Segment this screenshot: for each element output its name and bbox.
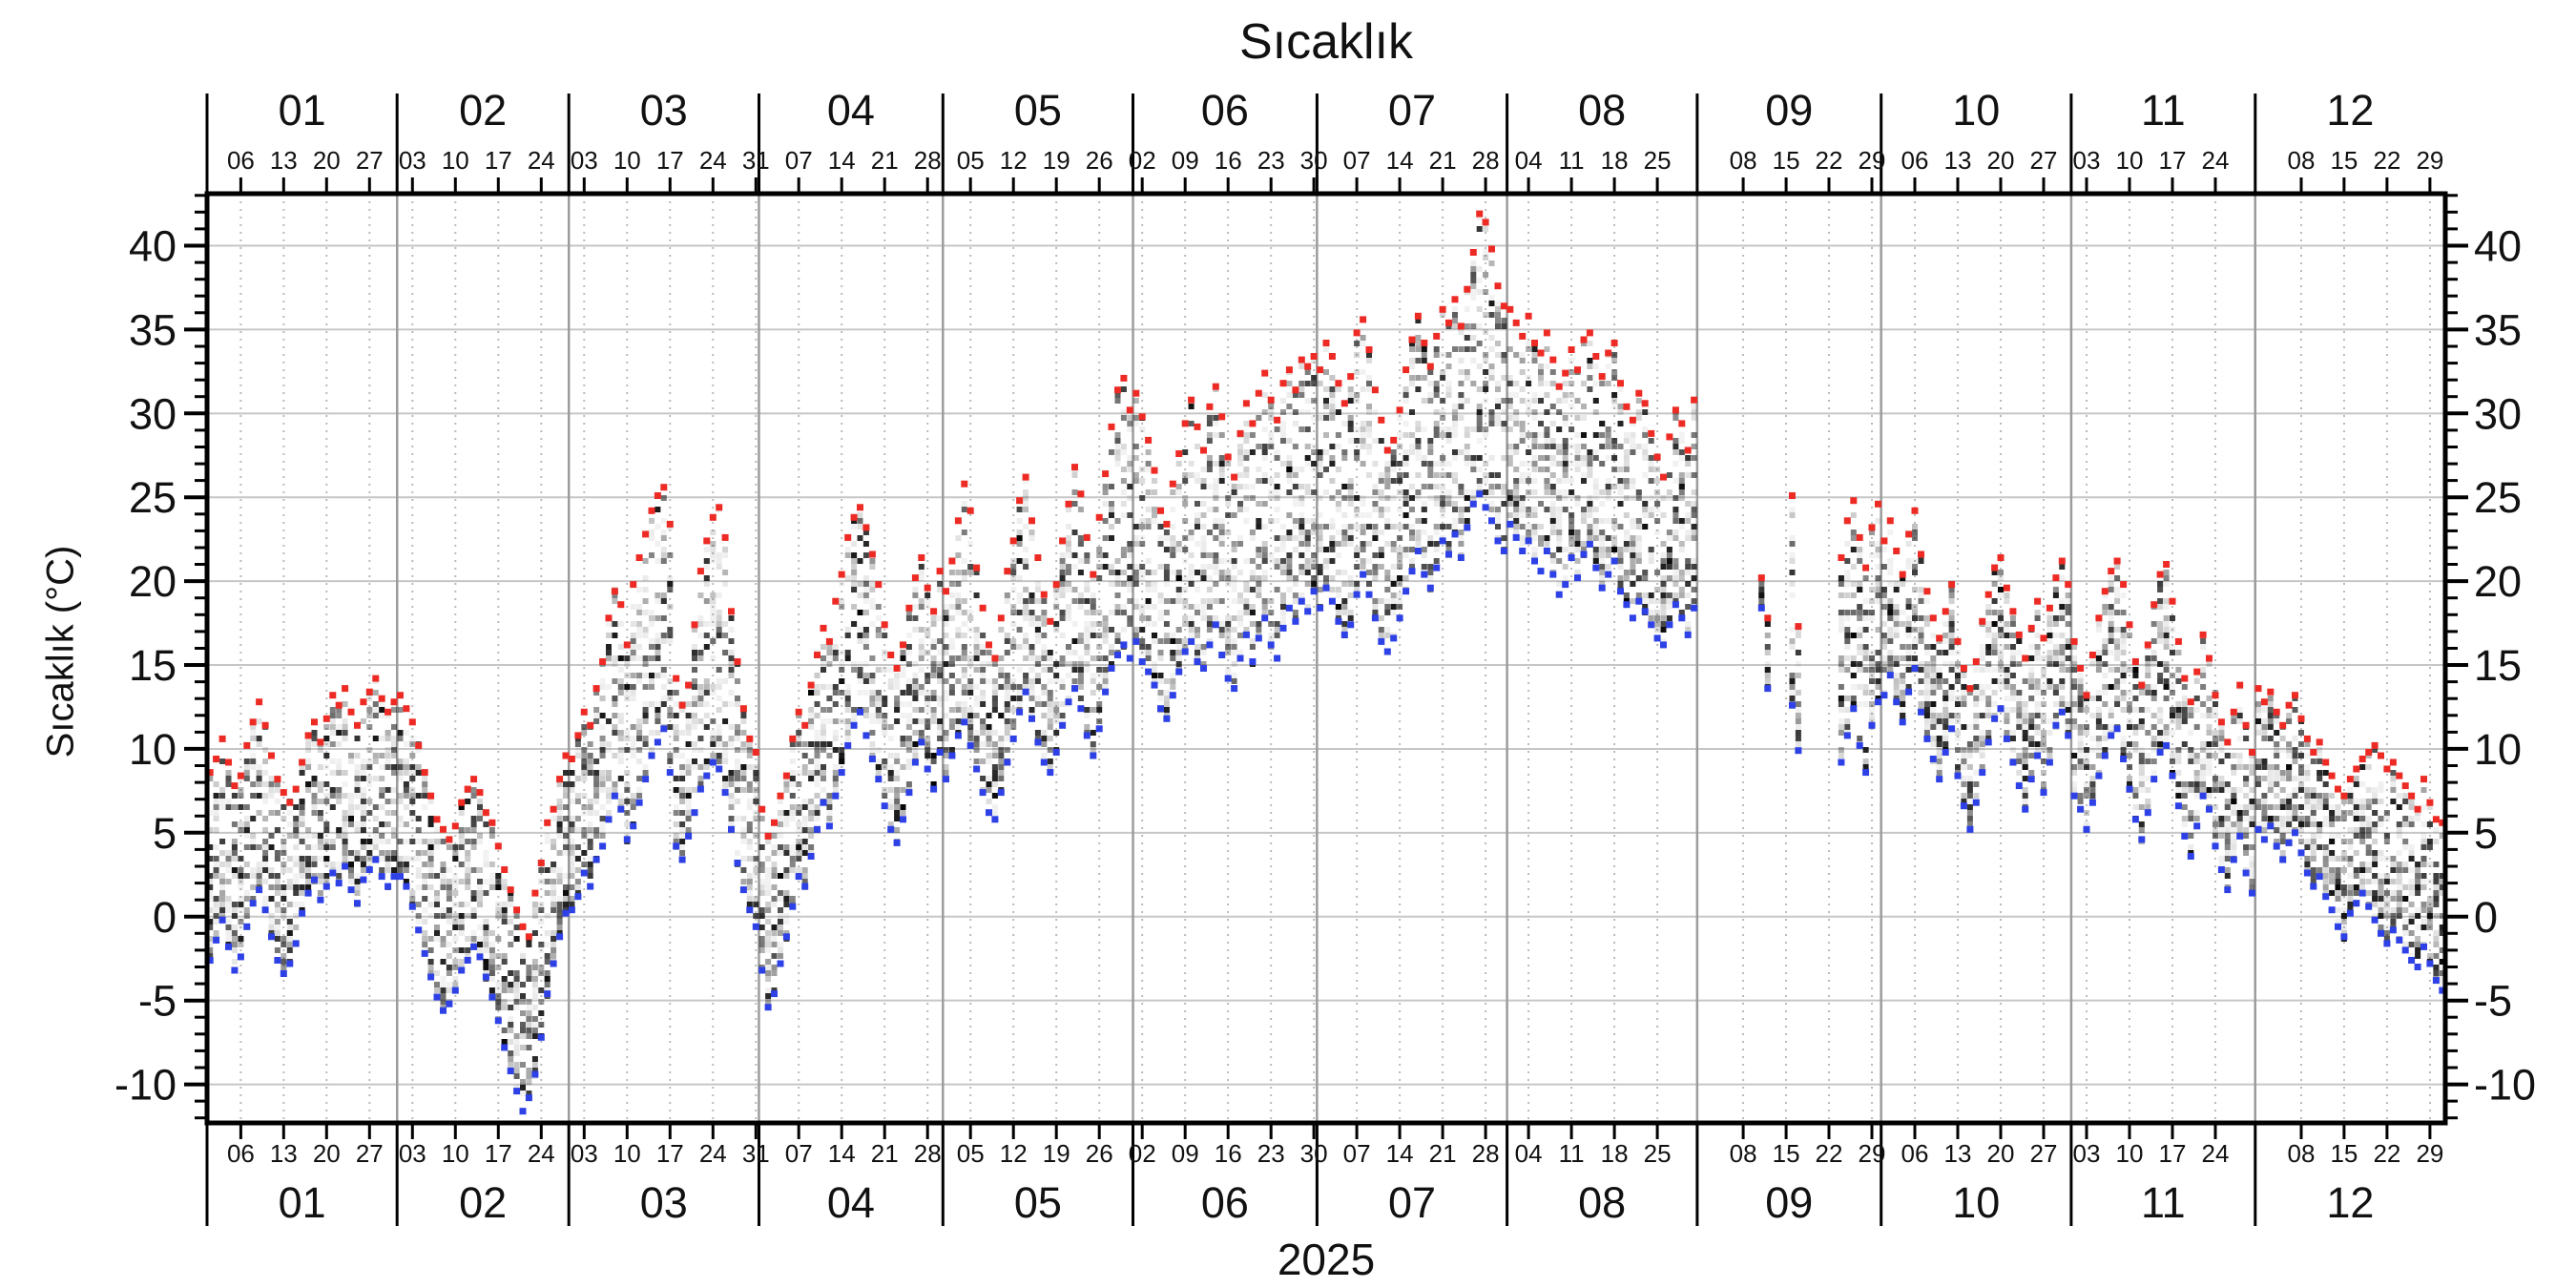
- chart-title: Sıcaklık: [1238, 14, 1414, 70]
- plot-border: [204, 191, 2448, 1126]
- daily-min-markers: [206, 490, 2446, 1115]
- x-axis-year-label: 2025: [1277, 1235, 1376, 1284]
- bottom-month-labels: 01 02 03 04 05 06 07 08 09 10 11 12: [279, 1178, 2375, 1227]
- month-separators: [205, 93, 2257, 1226]
- x-ticks: [239, 177, 2432, 1139]
- hourly-points: [207, 215, 2445, 1113]
- top-month-labels: 01 02 03 04 05 06 07 08 09 10 11 12: [279, 86, 2375, 135]
- top-day-labels: 06 13 20 27 03 10 17 24 03 10 17 24 31 07 14 21 28 05 12 19…: [227, 146, 2443, 175]
- y-ticks: [184, 194, 2468, 1120]
- bottom-day-labels: 06 13 20 27 03 10 17 24 03 10 17 24 31 07 14 21 28 05 12 19…: [227, 1139, 2443, 1168]
- daily-max-markers: [206, 210, 2446, 941]
